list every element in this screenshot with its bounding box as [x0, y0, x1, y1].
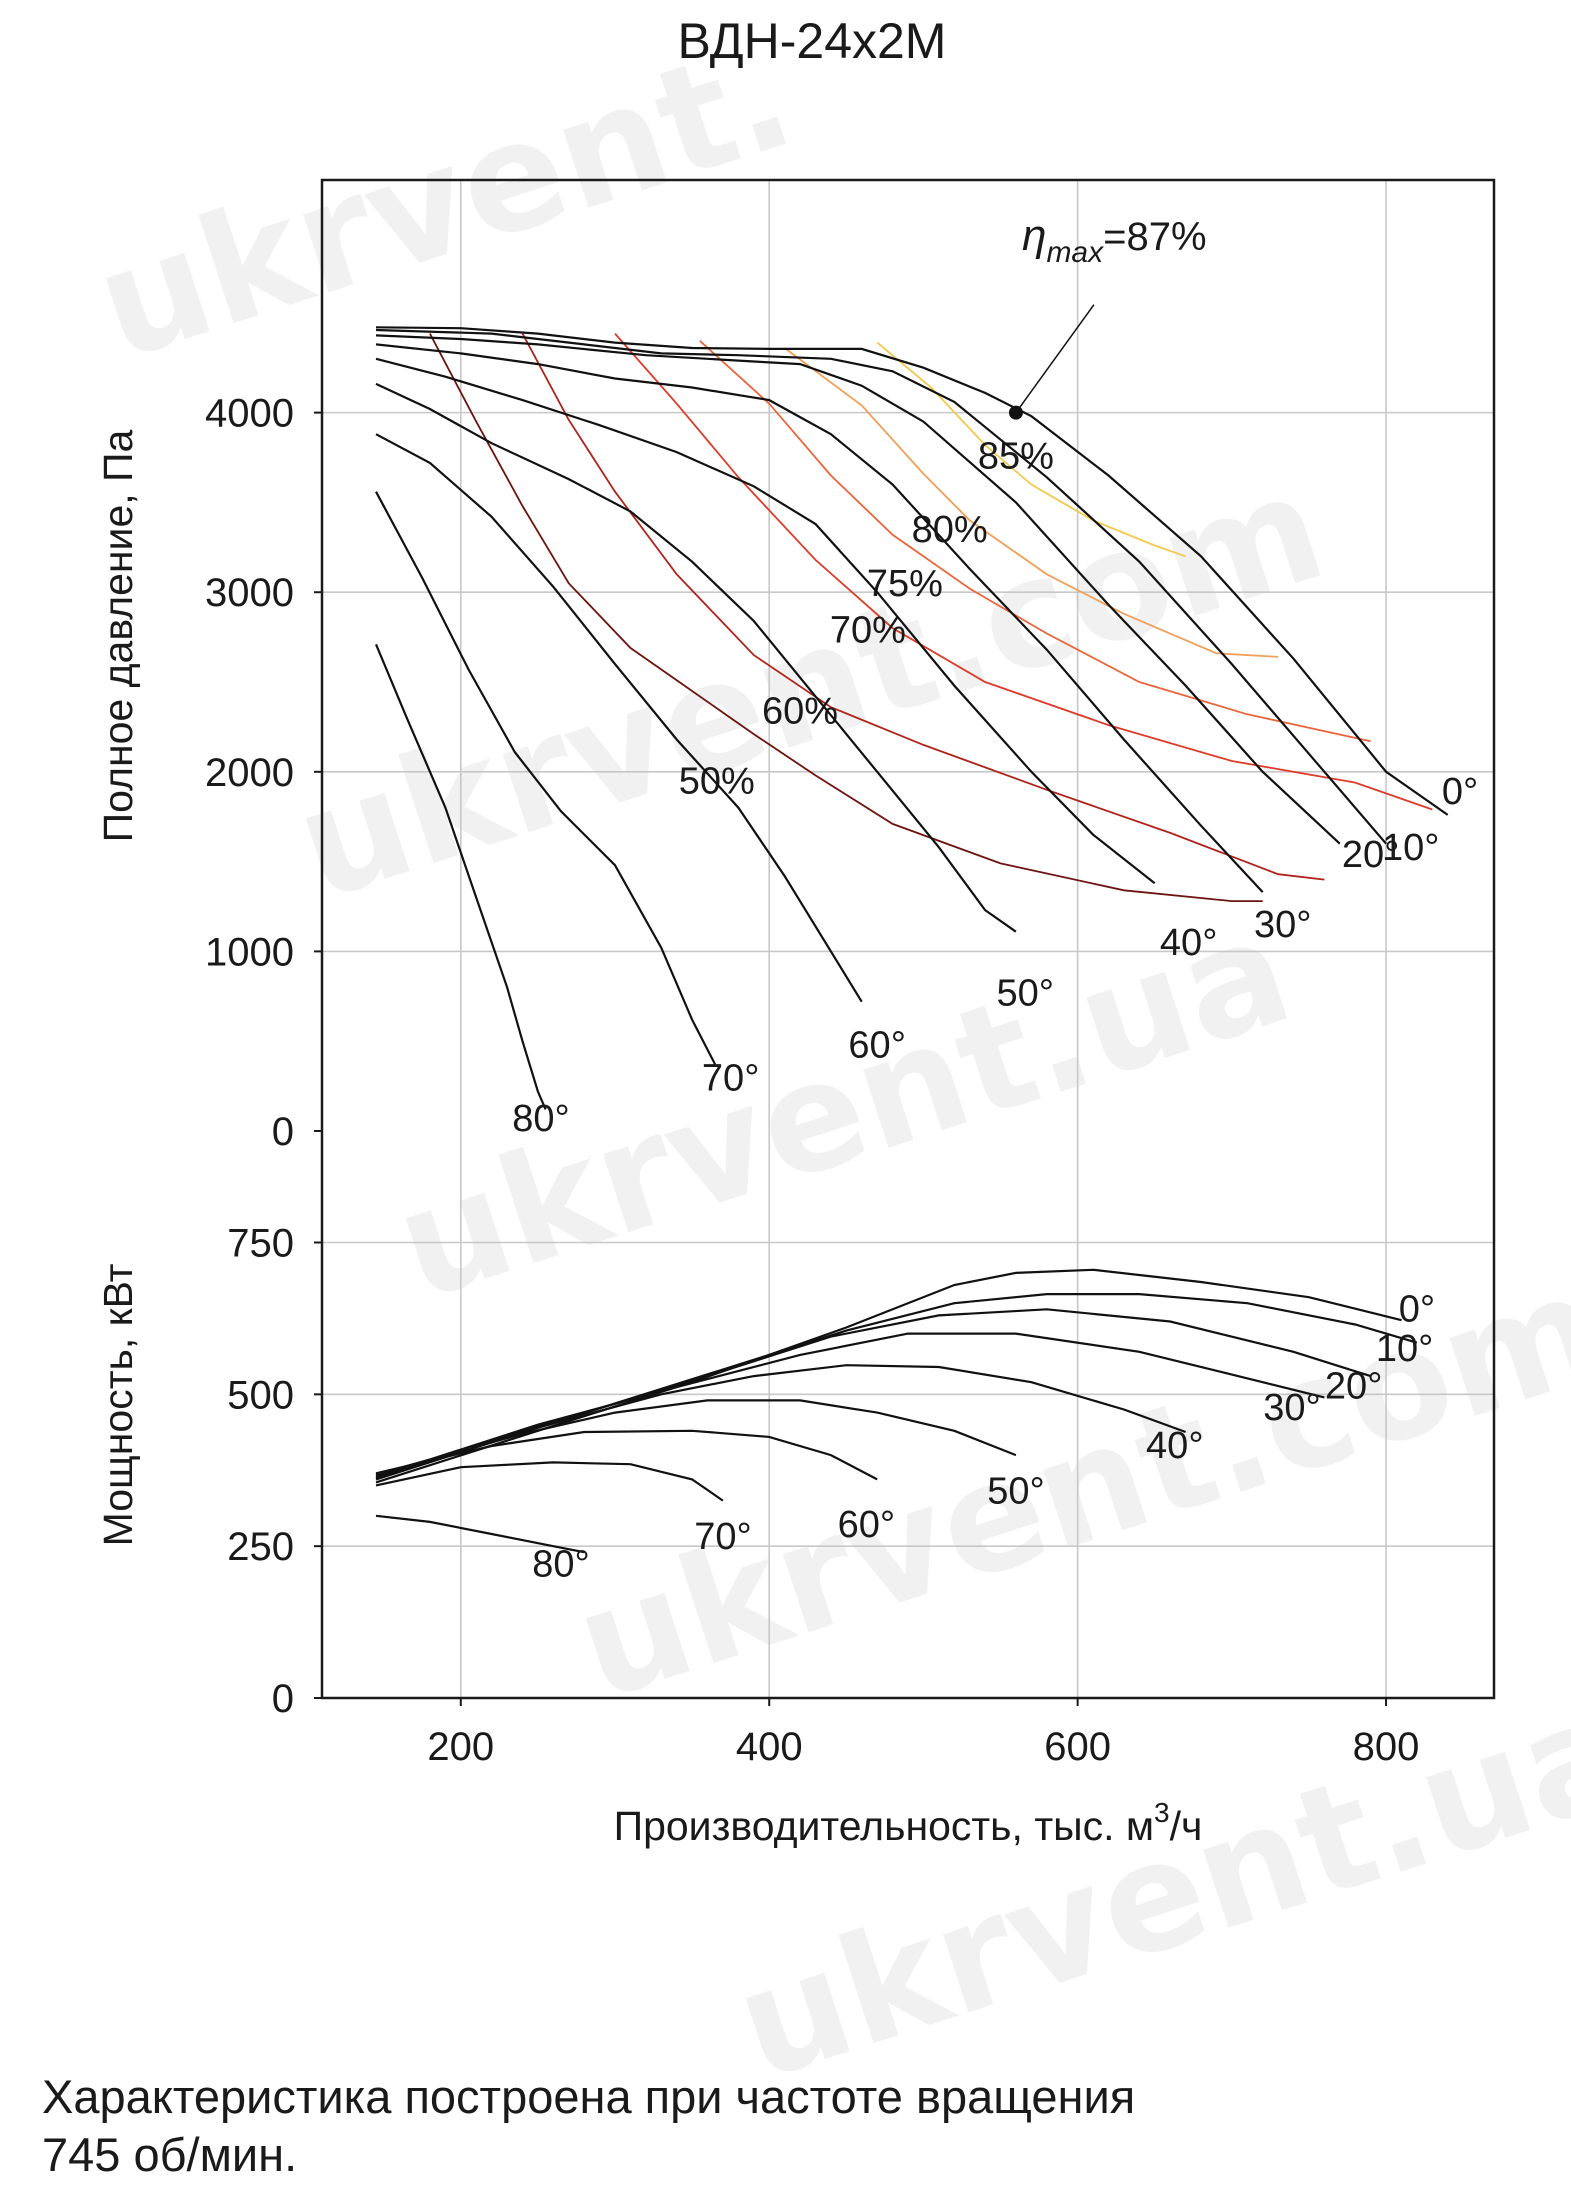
pressure-series-label: 10°: [1382, 827, 1439, 869]
pressure-curve: [375, 491, 717, 1066]
efficiency-label: 85%: [978, 435, 1054, 477]
pressure-y-tick-label: 4000: [205, 392, 294, 436]
eta-subscript: max: [1046, 236, 1104, 269]
pressure-series-label: 30°: [1254, 904, 1311, 946]
efficiency-label: 70%: [830, 610, 906, 652]
efficiency-curve: [784, 347, 1279, 658]
pressure-curve: [375, 433, 863, 1003]
pressure-curve: [375, 357, 1156, 885]
watermark-text: ukrvent.ua: [717, 1663, 1571, 2114]
power-series-label: 70°: [694, 1516, 751, 1558]
eta-symbol: η: [1022, 211, 1046, 260]
efficiency-curve: [876, 341, 1186, 558]
power-y-tick-label: 250: [227, 1525, 294, 1569]
power-series-label: 60°: [838, 1504, 895, 1546]
power-series-label: 50°: [987, 1471, 1044, 1513]
power-curve: [375, 1514, 585, 1554]
pressure-y-tick-label: 1000: [205, 930, 294, 974]
efficiency-curve: [614, 333, 1433, 811]
x-tick-label: 800: [1353, 1725, 1420, 1769]
power-series-label: 80°: [532, 1544, 589, 1586]
power-y-tick-label: 500: [227, 1373, 294, 1417]
efficiency-curve: [699, 340, 1371, 743]
footnote: Характеристика построена при частоте вра…: [42, 2068, 1542, 2184]
power-curve: [375, 1364, 1186, 1477]
chart-title: ВДН-24х2М: [678, 13, 947, 69]
pressure-y-axis-label: Полное давление, Па: [95, 429, 141, 842]
pressure-series-label: 60°: [848, 1024, 905, 1066]
pressure-plot: 85% 80% 75% 70% 60%50% 0°10°20° 30° 40° 50° 60° 70…: [374, 211, 1478, 1140]
power-series-label: 40°: [1146, 1425, 1203, 1467]
footnote-line-1: Характеристика построена при частоте вра…: [42, 2070, 1136, 2123]
power-series-label: 20°: [1325, 1366, 1382, 1408]
efficiency-label: 50%: [679, 760, 755, 802]
pressure-curve: [374, 643, 547, 1110]
efficiency-label: 60%: [762, 690, 838, 732]
eta-max-leader: [1015, 304, 1095, 414]
power-series-label: 0°: [1399, 1288, 1435, 1330]
eta-value: =87%: [1103, 215, 1206, 259]
efficiency-curve: [521, 333, 1325, 881]
power-curve: [375, 1332, 1325, 1478]
pressure-series-label: 0°: [1442, 771, 1478, 813]
pressure-series-label: 50°: [996, 972, 1053, 1014]
pressure-series-label: 70°: [702, 1058, 759, 1100]
x-axis-label: Производительность, тыс. м3/ч: [614, 1797, 1203, 1849]
x-axis-label-main: Производительность, тыс. м: [614, 1803, 1154, 1849]
pressure-series-label: 80°: [512, 1098, 569, 1140]
pressure-curve: [375, 343, 1264, 893]
x-tick-label: 400: [736, 1725, 803, 1769]
power-y-tick-label: 750: [227, 1222, 294, 1266]
pressure-y-tick-label: 3000: [205, 571, 294, 615]
eta-max-point: [1008, 405, 1023, 420]
efficiency-label: 80%: [912, 509, 988, 551]
watermark: ukrvent. ukrvent.com ukrvent.ua ukrvent.…: [77, 8, 1571, 2115]
power-series-label: 10°: [1376, 1328, 1433, 1370]
pressure-series-label: 20°: [1342, 834, 1399, 876]
power-plot: 0°10°20°30° 40° 50° 60° 70° 80°: [375, 1268, 1435, 1586]
axes: 200 400 600 800 0 1000 2000 3000 4000 0 250 500 750 П…: [95, 178, 1496, 1849]
power-curve: [375, 1399, 1017, 1476]
power-curve: [375, 1429, 878, 1481]
pressure-curve: [375, 326, 1449, 816]
x-axis-label-superscript: 3: [1154, 1797, 1170, 1828]
plot-frame: [320, 178, 1496, 1700]
pressure-curve: [375, 382, 1017, 933]
pressure-curve: [375, 328, 1387, 845]
pressure-series-label: 40°: [1160, 922, 1217, 964]
eta-max-label: ηmax=87%: [1022, 211, 1207, 269]
power-series-label: 30°: [1263, 1387, 1320, 1429]
pressure-curve: [375, 334, 1341, 845]
power-y-tick-label: 0: [272, 1677, 294, 1721]
watermark-text: ukrvent.com: [277, 440, 1342, 934]
efficiency-label: 75%: [867, 563, 943, 605]
x-tick-label: 200: [427, 1725, 494, 1769]
power-y-axis-label: Мощность, кВт: [95, 1263, 141, 1546]
footnote-line-2: 745 об/мин.: [42, 2128, 298, 2181]
x-axis-label-tail: /ч: [1170, 1803, 1203, 1849]
x-tick-label: 600: [1044, 1725, 1111, 1769]
pressure-y-tick-label: 0: [272, 1110, 294, 1154]
pressure-y-tick-label: 2000: [205, 751, 294, 795]
efficiency-curve: [429, 333, 1263, 902]
power-curve: [375, 1461, 724, 1502]
